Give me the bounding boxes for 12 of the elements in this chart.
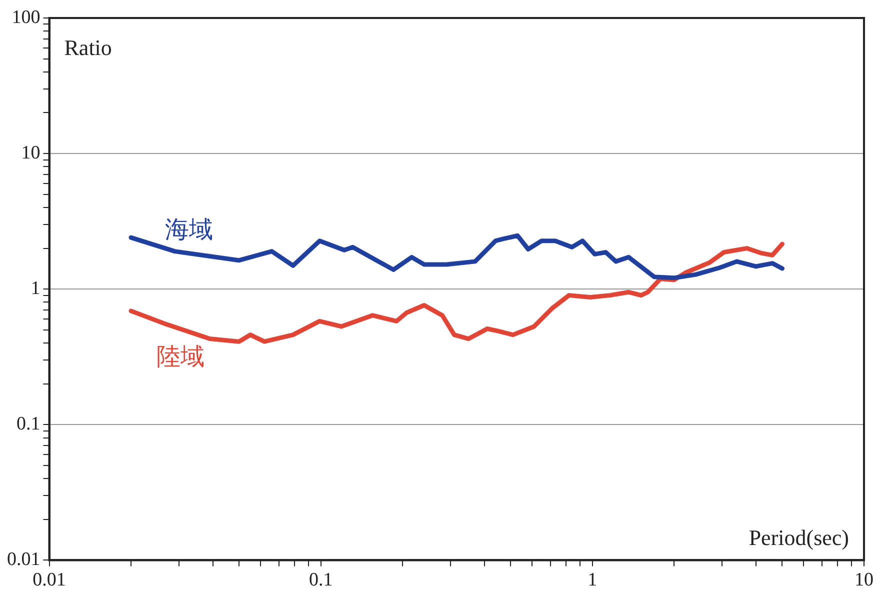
y-tick-label: 0.01 [7,549,40,570]
x-tick-label: 0.1 [308,570,333,591]
y-tick-label: 1 [30,278,40,300]
y-tick-label: 100 [12,6,40,28]
y-axis-title: Ratio [64,34,112,60]
y-tick-label: 10 [21,142,40,164]
x-tick-label: 1 [588,570,598,591]
x-tick-label: 10 [854,570,874,591]
x-axis-title: Period(sec) [748,524,849,550]
y-tick-label: 0.1 [16,414,40,435]
series-label: 陸域 [156,344,204,371]
series-label: 海域 [164,218,213,244]
